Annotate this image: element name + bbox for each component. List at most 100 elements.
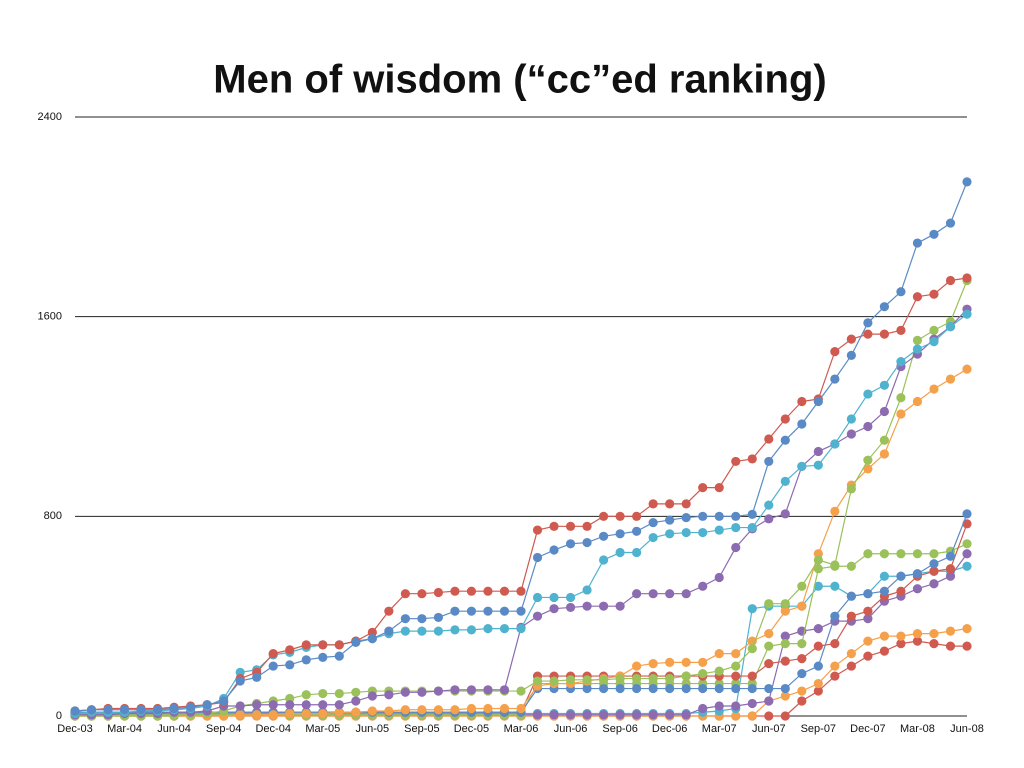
data-point — [466, 606, 477, 616]
data-point — [433, 626, 444, 636]
x-tick-label: Jun-07 — [752, 723, 786, 735]
data-point — [912, 335, 923, 345]
data-point — [714, 683, 724, 694]
data-point — [797, 653, 807, 664]
data-point — [945, 275, 956, 286]
data-point — [252, 700, 262, 710]
data-point — [962, 641, 972, 651]
data-point — [698, 527, 708, 538]
data-point — [268, 649, 278, 659]
data-point — [665, 529, 675, 539]
data-point — [632, 547, 642, 558]
data-point — [830, 671, 840, 681]
data-point — [450, 625, 460, 635]
data-point — [532, 611, 543, 621]
data-point — [632, 589, 642, 599]
data-point — [813, 581, 823, 591]
data-point — [499, 703, 510, 714]
data-point — [549, 592, 559, 603]
data-point — [797, 696, 807, 706]
data-point — [632, 673, 642, 684]
data-point — [235, 701, 245, 711]
data-point — [119, 705, 130, 715]
x-tick-label: Dec-04 — [255, 723, 290, 735]
data-point — [896, 287, 906, 297]
data-point — [516, 624, 526, 634]
data-point — [532, 592, 543, 603]
data-point — [846, 661, 856, 671]
data-point — [665, 657, 675, 667]
data-point — [863, 606, 873, 616]
data-point — [945, 571, 956, 581]
data-point — [417, 687, 427, 697]
data-point — [846, 611, 856, 621]
data-point — [681, 512, 691, 523]
data-point — [863, 421, 873, 432]
data-point — [714, 649, 724, 659]
data-point — [483, 703, 493, 714]
data-point — [384, 706, 394, 716]
data-point — [384, 606, 394, 616]
data-point — [235, 676, 245, 686]
x-tick-label: Sep-05 — [404, 723, 439, 735]
data-point — [582, 521, 592, 531]
x-tick-label: Sep-04 — [206, 723, 241, 735]
data-point — [565, 675, 576, 685]
y-tick-label: 0 — [56, 710, 62, 722]
data-point — [929, 289, 939, 299]
data-point — [532, 552, 543, 563]
data-point — [863, 389, 873, 399]
data-point — [632, 710, 642, 720]
data-point — [384, 690, 394, 700]
data-point — [797, 581, 807, 591]
data-point — [797, 461, 807, 472]
data-point — [351, 707, 361, 717]
data-point — [879, 435, 890, 445]
data-point — [598, 710, 609, 720]
data-point — [665, 673, 675, 684]
data-point — [466, 625, 477, 635]
data-point — [483, 685, 493, 695]
data-point — [648, 517, 658, 528]
data-point — [285, 645, 295, 655]
data-point — [632, 526, 642, 536]
data-point — [747, 644, 757, 654]
data-point — [797, 601, 807, 611]
data-point — [962, 309, 972, 319]
data-point — [698, 703, 708, 714]
data-point — [334, 640, 344, 650]
data-point — [879, 571, 890, 581]
data-point — [285, 708, 295, 719]
data-point — [945, 374, 956, 384]
data-point — [863, 614, 873, 624]
data-point — [698, 511, 708, 521]
data-point — [698, 668, 708, 679]
data-point — [962, 561, 972, 571]
data-point — [582, 675, 592, 685]
data-point — [648, 658, 658, 669]
x-tick-label: Dec-03 — [57, 723, 92, 735]
data-point — [747, 454, 757, 464]
x-tick-label: Jun-06 — [554, 723, 588, 735]
data-point — [813, 678, 823, 689]
data-point — [565, 602, 576, 613]
data-point — [400, 626, 410, 636]
data-point — [433, 686, 444, 696]
data-point — [780, 509, 790, 519]
data-point — [764, 683, 774, 694]
data-point — [731, 542, 741, 553]
data-point — [797, 686, 807, 696]
data-point — [731, 456, 741, 467]
data-point — [846, 591, 856, 601]
data-point — [912, 584, 923, 594]
data-point — [912, 569, 923, 579]
data-point — [301, 700, 311, 710]
data-point — [268, 661, 278, 671]
data-point — [731, 511, 741, 521]
data-point — [764, 456, 774, 467]
data-point — [714, 511, 724, 521]
data-point — [499, 624, 510, 634]
data-point — [846, 350, 856, 360]
data-point — [846, 429, 856, 439]
data-point — [912, 238, 923, 248]
